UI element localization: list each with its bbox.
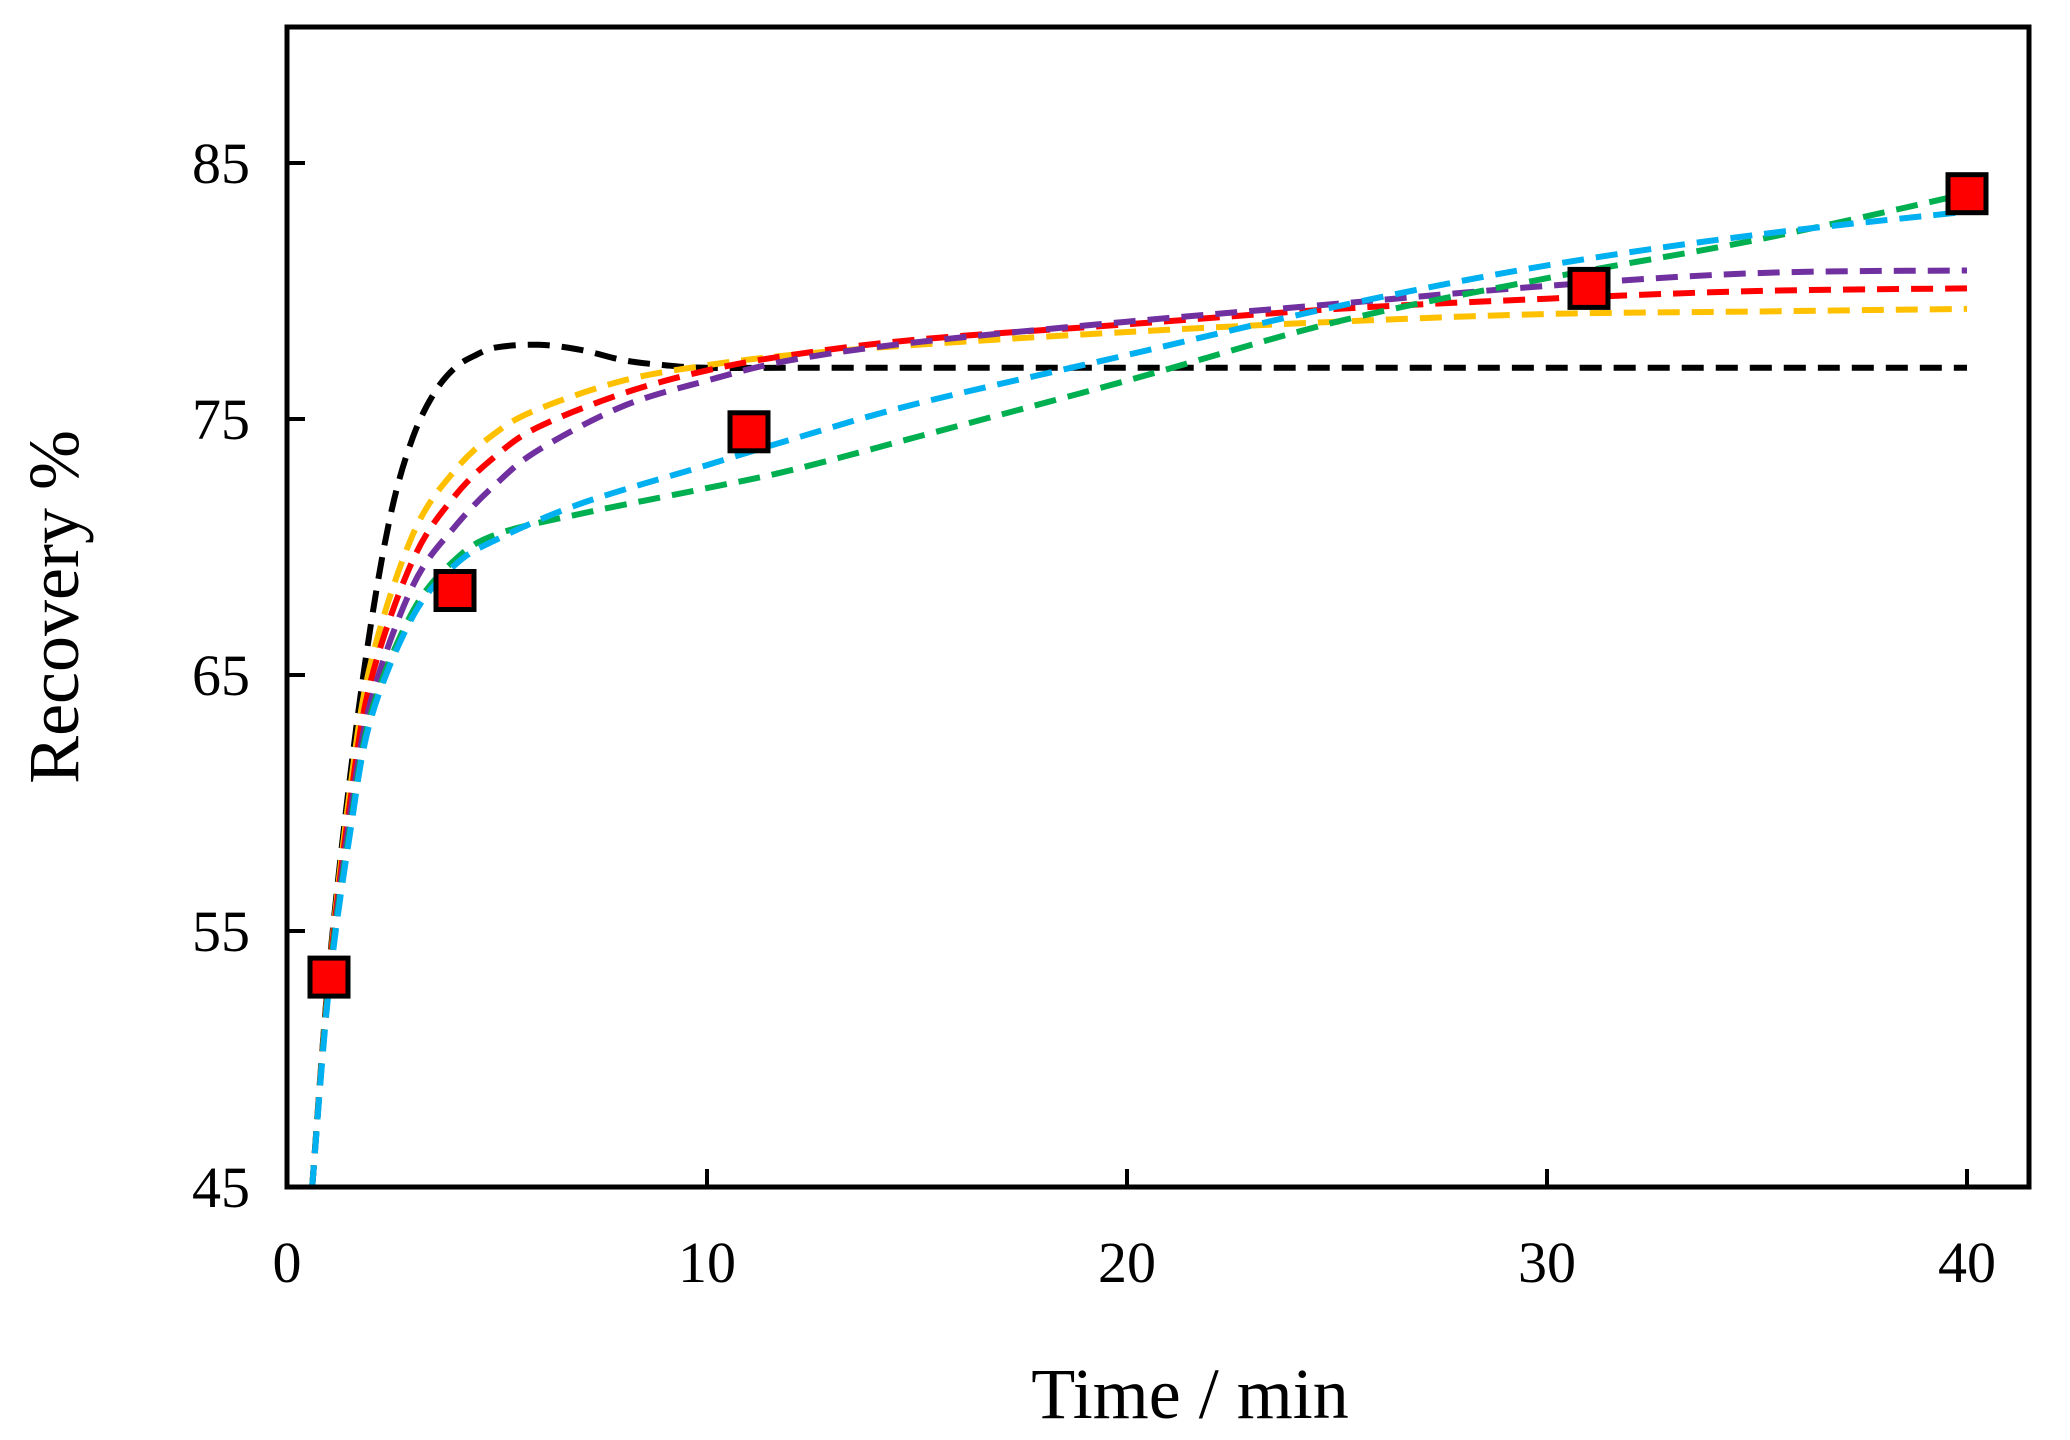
data-point-marker [1567,266,1611,310]
y-tick-label: 45 [192,1155,250,1220]
data-point-marker [727,410,771,454]
series-line-purple [309,267,1968,1188]
plot-frame [284,24,2032,1190]
y-tick-label: 65 [192,643,250,708]
series-line-green [309,190,1968,1188]
data-point-marker [1945,172,1989,216]
x-axis-title: Time / min [1031,1354,1348,1434]
data-point-marker [307,955,351,999]
y-tick-label: 55 [192,899,250,964]
data-point-marker [433,569,477,612]
series-line-red [309,285,1968,1188]
marker-layer [307,172,1989,999]
series-layer [309,190,1968,1188]
y-tick-label: 75 [192,387,250,452]
series-line-black [309,341,1967,1188]
series-line-blue [309,208,1968,1188]
x-tick-label: 20 [1098,1230,1156,1295]
tick-layer: 0 10 20 30 40 45 55 65 75 85 [192,131,1996,1295]
y-axis-title: Recovery % [14,430,94,784]
x-tick-label: 40 [1938,1230,1996,1295]
x-tick-label: 10 [678,1230,736,1295]
y-tick-label: 85 [192,131,250,196]
x-tick-label: 0 [273,1230,302,1295]
x-tick-label: 30 [1518,1230,1576,1295]
